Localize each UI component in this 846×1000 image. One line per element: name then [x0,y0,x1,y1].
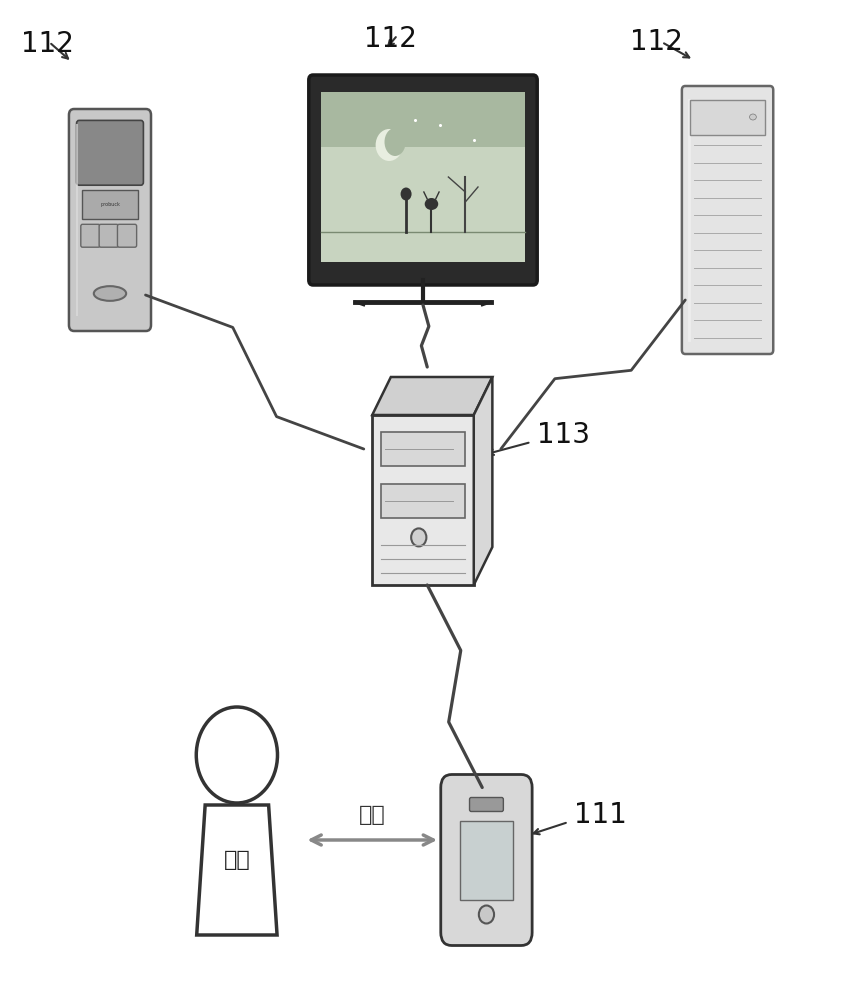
Ellipse shape [411,528,426,546]
Polygon shape [474,377,492,585]
Text: 用户: 用户 [223,850,250,870]
Ellipse shape [384,128,405,156]
FancyBboxPatch shape [99,224,118,247]
Bar [381,432,465,466]
Polygon shape [372,377,492,415]
Text: 112: 112 [364,25,416,53]
Text: 112: 112 [21,30,74,58]
FancyBboxPatch shape [81,190,138,219]
Bar [321,92,525,147]
Bar [372,415,474,585]
Ellipse shape [425,198,438,210]
FancyBboxPatch shape [118,224,136,247]
Bar [321,92,525,262]
FancyBboxPatch shape [309,75,537,285]
FancyBboxPatch shape [441,774,532,946]
Bar [381,484,465,518]
FancyBboxPatch shape [69,109,151,331]
Ellipse shape [400,188,411,200]
Ellipse shape [479,906,494,924]
Text: 112: 112 [630,28,684,56]
Ellipse shape [196,707,277,803]
Text: 111: 111 [574,801,626,829]
Text: 操作: 操作 [359,805,386,825]
Bar [460,820,513,900]
FancyBboxPatch shape [470,798,503,812]
Polygon shape [196,805,277,935]
Text: probuck: probuck [100,202,120,207]
Ellipse shape [376,129,403,161]
FancyBboxPatch shape [682,86,773,354]
FancyBboxPatch shape [76,120,143,185]
Ellipse shape [750,114,756,120]
Text: 113: 113 [537,421,591,449]
Bar [690,100,765,135]
FancyBboxPatch shape [81,224,100,247]
Ellipse shape [94,286,126,301]
